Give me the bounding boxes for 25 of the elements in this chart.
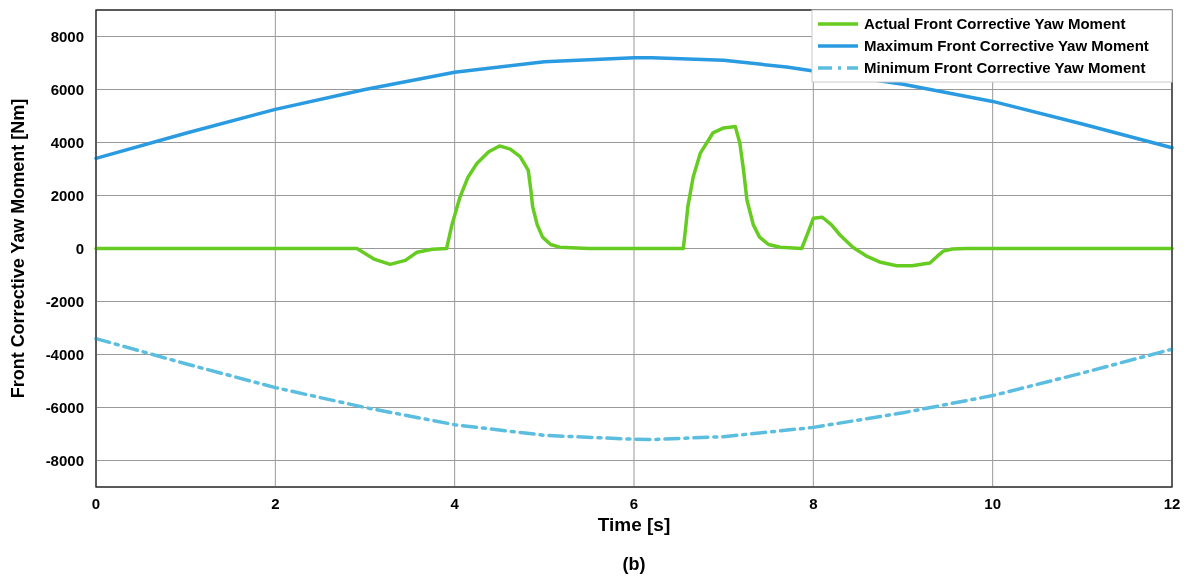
x-tick-label: 0 [91,495,101,512]
legend-label: Actual Front Corrective Yaw Moment [864,15,1126,32]
y-tick-label: 2000 [50,186,84,204]
x-tick-label: 12 [1163,495,1181,512]
y-tick-label: 0 [75,239,84,257]
legend-label: Minimum Front Corrective Yaw Moment [864,59,1146,76]
line-series [94,336,1174,442]
y-tick-label: 6000 [50,80,84,98]
y-tick-label: 4000 [50,133,84,151]
x-tick-label: 10 [984,495,1002,512]
x-tick-label: 2 [271,495,280,512]
line-series [94,55,1174,161]
y-tick-label: -4000 [45,345,84,363]
x-axis-title: Time [s] [597,514,671,535]
y-tick-label: -8000 [45,451,84,469]
x-tick-label: 8 [809,495,818,512]
x-tick-label: 4 [450,495,460,512]
text: (b) [622,554,646,574]
x-tick-label: 6 [629,495,639,512]
line-series [94,124,1174,268]
y-tick-label: -6000 [45,398,84,416]
legend-label: Maximum Front Corrective Yaw Moment [864,37,1149,54]
y-tick-label: 8000 [50,27,84,45]
y-tick-label: -2000 [45,292,84,310]
y-axis-title: Front Corrective Yaw Moment [Nm] [8,98,28,399]
